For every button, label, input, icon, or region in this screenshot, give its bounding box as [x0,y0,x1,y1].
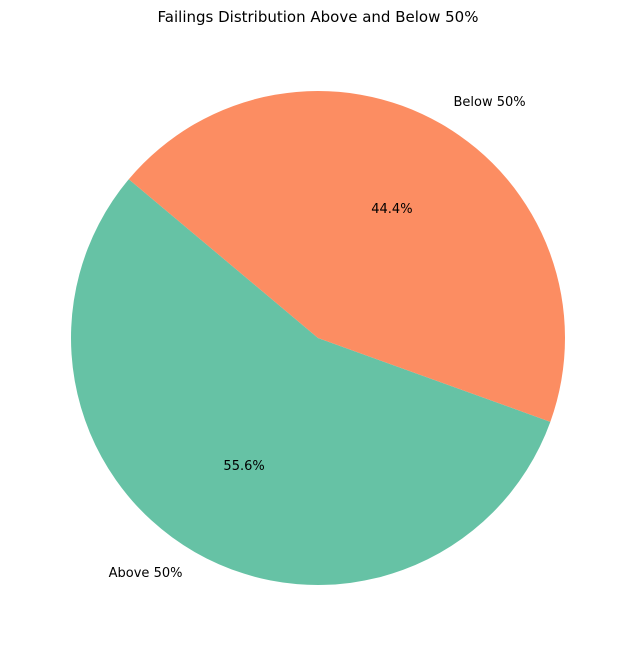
pie-slice-below-50 [128,91,566,422]
slice-label-above-50: Above 50% [109,566,183,581]
pie-labels: Above 50% 55.6% Below 50% 44.4% [109,95,526,581]
slice-label-below-50: Below 50% [454,95,526,110]
percent-label-above-50: 55.6% [223,459,264,474]
percent-label-below-50: 44.4% [371,202,412,217]
pie-slice-above-50 [71,179,551,586]
chart-title: Failings Distribution Above and Below 50… [158,8,479,26]
pie-slices [71,91,566,586]
